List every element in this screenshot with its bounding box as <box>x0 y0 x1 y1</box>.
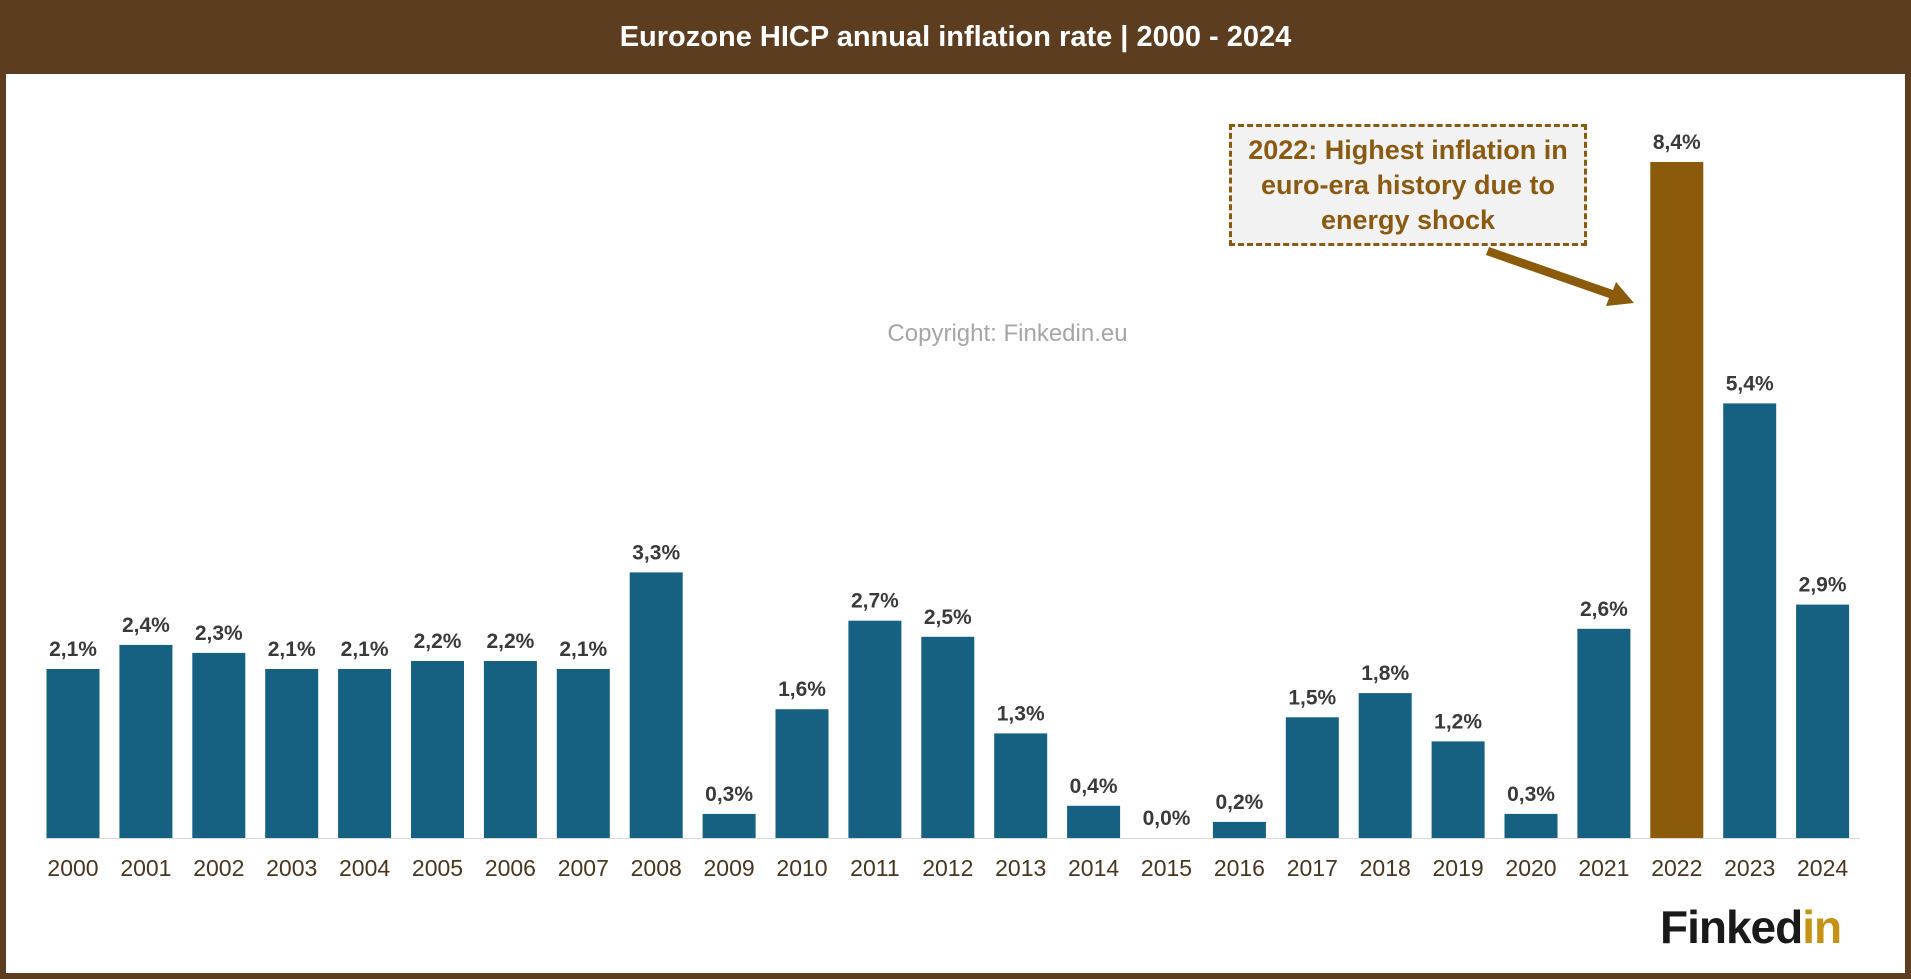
data-label-2006: 2,2% <box>486 630 534 653</box>
x-tick-label-2005: 2005 <box>412 855 463 881</box>
x-tick-label-2017: 2017 <box>1287 855 1338 881</box>
data-label-2022: 8,4% <box>1653 131 1701 154</box>
data-label-2015: 0,0% <box>1143 807 1191 830</box>
x-tick-label-2014: 2014 <box>1068 855 1119 881</box>
bar-2021 <box>1577 628 1631 838</box>
bar-2006 <box>483 661 537 838</box>
annotation-callout: 2022: Highest inflation in euro-era hist… <box>1229 124 1587 246</box>
data-label-2003: 2,1% <box>268 638 316 661</box>
bar-2010 <box>775 709 829 838</box>
x-tick-label-2008: 2008 <box>631 855 682 881</box>
x-tick-label-2010: 2010 <box>776 855 827 881</box>
x-tick-label-2003: 2003 <box>266 855 317 881</box>
bar-2013 <box>994 733 1048 838</box>
bar-2024 <box>1796 604 1850 838</box>
x-tick-label-2016: 2016 <box>1214 855 1265 881</box>
data-label-2008: 3,3% <box>632 541 680 564</box>
bar-2016 <box>1212 821 1266 838</box>
x-tick-label-2024: 2024 <box>1797 855 1848 881</box>
bar-2008 <box>629 572 683 838</box>
bar-2002 <box>192 652 246 838</box>
finkedin-logo: Finkedin <box>1660 900 1842 954</box>
watermark: Copyright: Finkedin.eu <box>887 320 1128 347</box>
data-label-2001: 2,4% <box>122 614 170 637</box>
x-tick-label-2009: 2009 <box>704 855 755 881</box>
x-tick-label-2020: 2020 <box>1505 855 1556 881</box>
bar-2009 <box>702 813 756 838</box>
bar-2005 <box>411 661 464 838</box>
bar-2003 <box>265 669 319 838</box>
bar-2023 <box>1723 403 1777 838</box>
data-label-2014: 0,4% <box>1070 775 1118 798</box>
x-tick-label-2022: 2022 <box>1651 855 1702 881</box>
chart-title: Eurozone HICP annual inflation rate | 20… <box>619 20 1292 53</box>
x-tick-label-2007: 2007 <box>558 855 609 881</box>
bar-2022 <box>1650 162 1704 838</box>
data-label-2018: 1,8% <box>1361 662 1409 685</box>
data-label-2007: 2,1% <box>559 638 607 661</box>
data-label-2000: 2,1% <box>49 638 97 661</box>
data-label-2012: 2,5% <box>924 606 972 629</box>
x-tick-label-2001: 2001 <box>120 855 171 881</box>
logo-part-1: Finked <box>1660 901 1803 953</box>
data-label-2016: 0,2% <box>1215 791 1263 814</box>
bar-2007 <box>556 669 610 838</box>
data-label-2004: 2,1% <box>341 638 389 661</box>
data-label-2017: 1,5% <box>1288 686 1336 709</box>
data-label-2020: 0,3% <box>1507 783 1555 806</box>
data-label-2023: 5,4% <box>1726 372 1774 395</box>
x-tick-label-2015: 2015 <box>1141 855 1192 881</box>
data-label-2011: 2,7% <box>851 590 899 613</box>
x-tick-label-2013: 2013 <box>995 855 1046 881</box>
data-label-2009: 0,3% <box>705 783 753 806</box>
x-tick-label-2018: 2018 <box>1360 855 1411 881</box>
x-tick-label-2004: 2004 <box>339 855 390 881</box>
data-label-2021: 2,6% <box>1580 598 1628 621</box>
data-label-2002: 2,3% <box>195 622 243 645</box>
bar-2004 <box>338 669 392 838</box>
data-label-2013: 1,3% <box>997 702 1045 725</box>
bar-2000 <box>46 669 100 838</box>
bar-2011 <box>848 620 902 838</box>
data-label-2024: 2,9% <box>1799 574 1847 597</box>
x-tick-label-2006: 2006 <box>485 855 536 881</box>
bar-2020 <box>1504 813 1558 838</box>
x-tick-label-2011: 2011 <box>850 855 899 881</box>
bar-2001 <box>119 644 173 838</box>
x-tick-label-2021: 2021 <box>1578 855 1629 881</box>
bar-2018 <box>1358 693 1412 838</box>
x-tick-label-2019: 2019 <box>1433 855 1484 881</box>
bar-2012 <box>921 636 975 838</box>
x-tick-label-2012: 2012 <box>922 855 973 881</box>
x-tick-label-2002: 2002 <box>193 855 244 881</box>
x-tick-label-2023: 2023 <box>1724 855 1775 881</box>
bar-2017 <box>1285 717 1339 838</box>
data-label-2010: 1,6% <box>778 678 826 701</box>
bar-2019 <box>1431 741 1485 838</box>
x-tick-label-2000: 2000 <box>47 855 98 881</box>
logo-part-2: in <box>1802 901 1842 953</box>
annotation-arrow <box>1486 247 1634 306</box>
bar-2014 <box>1067 805 1121 838</box>
data-label-2005: 2,2% <box>414 630 462 653</box>
data-label-2019: 1,2% <box>1434 710 1482 733</box>
